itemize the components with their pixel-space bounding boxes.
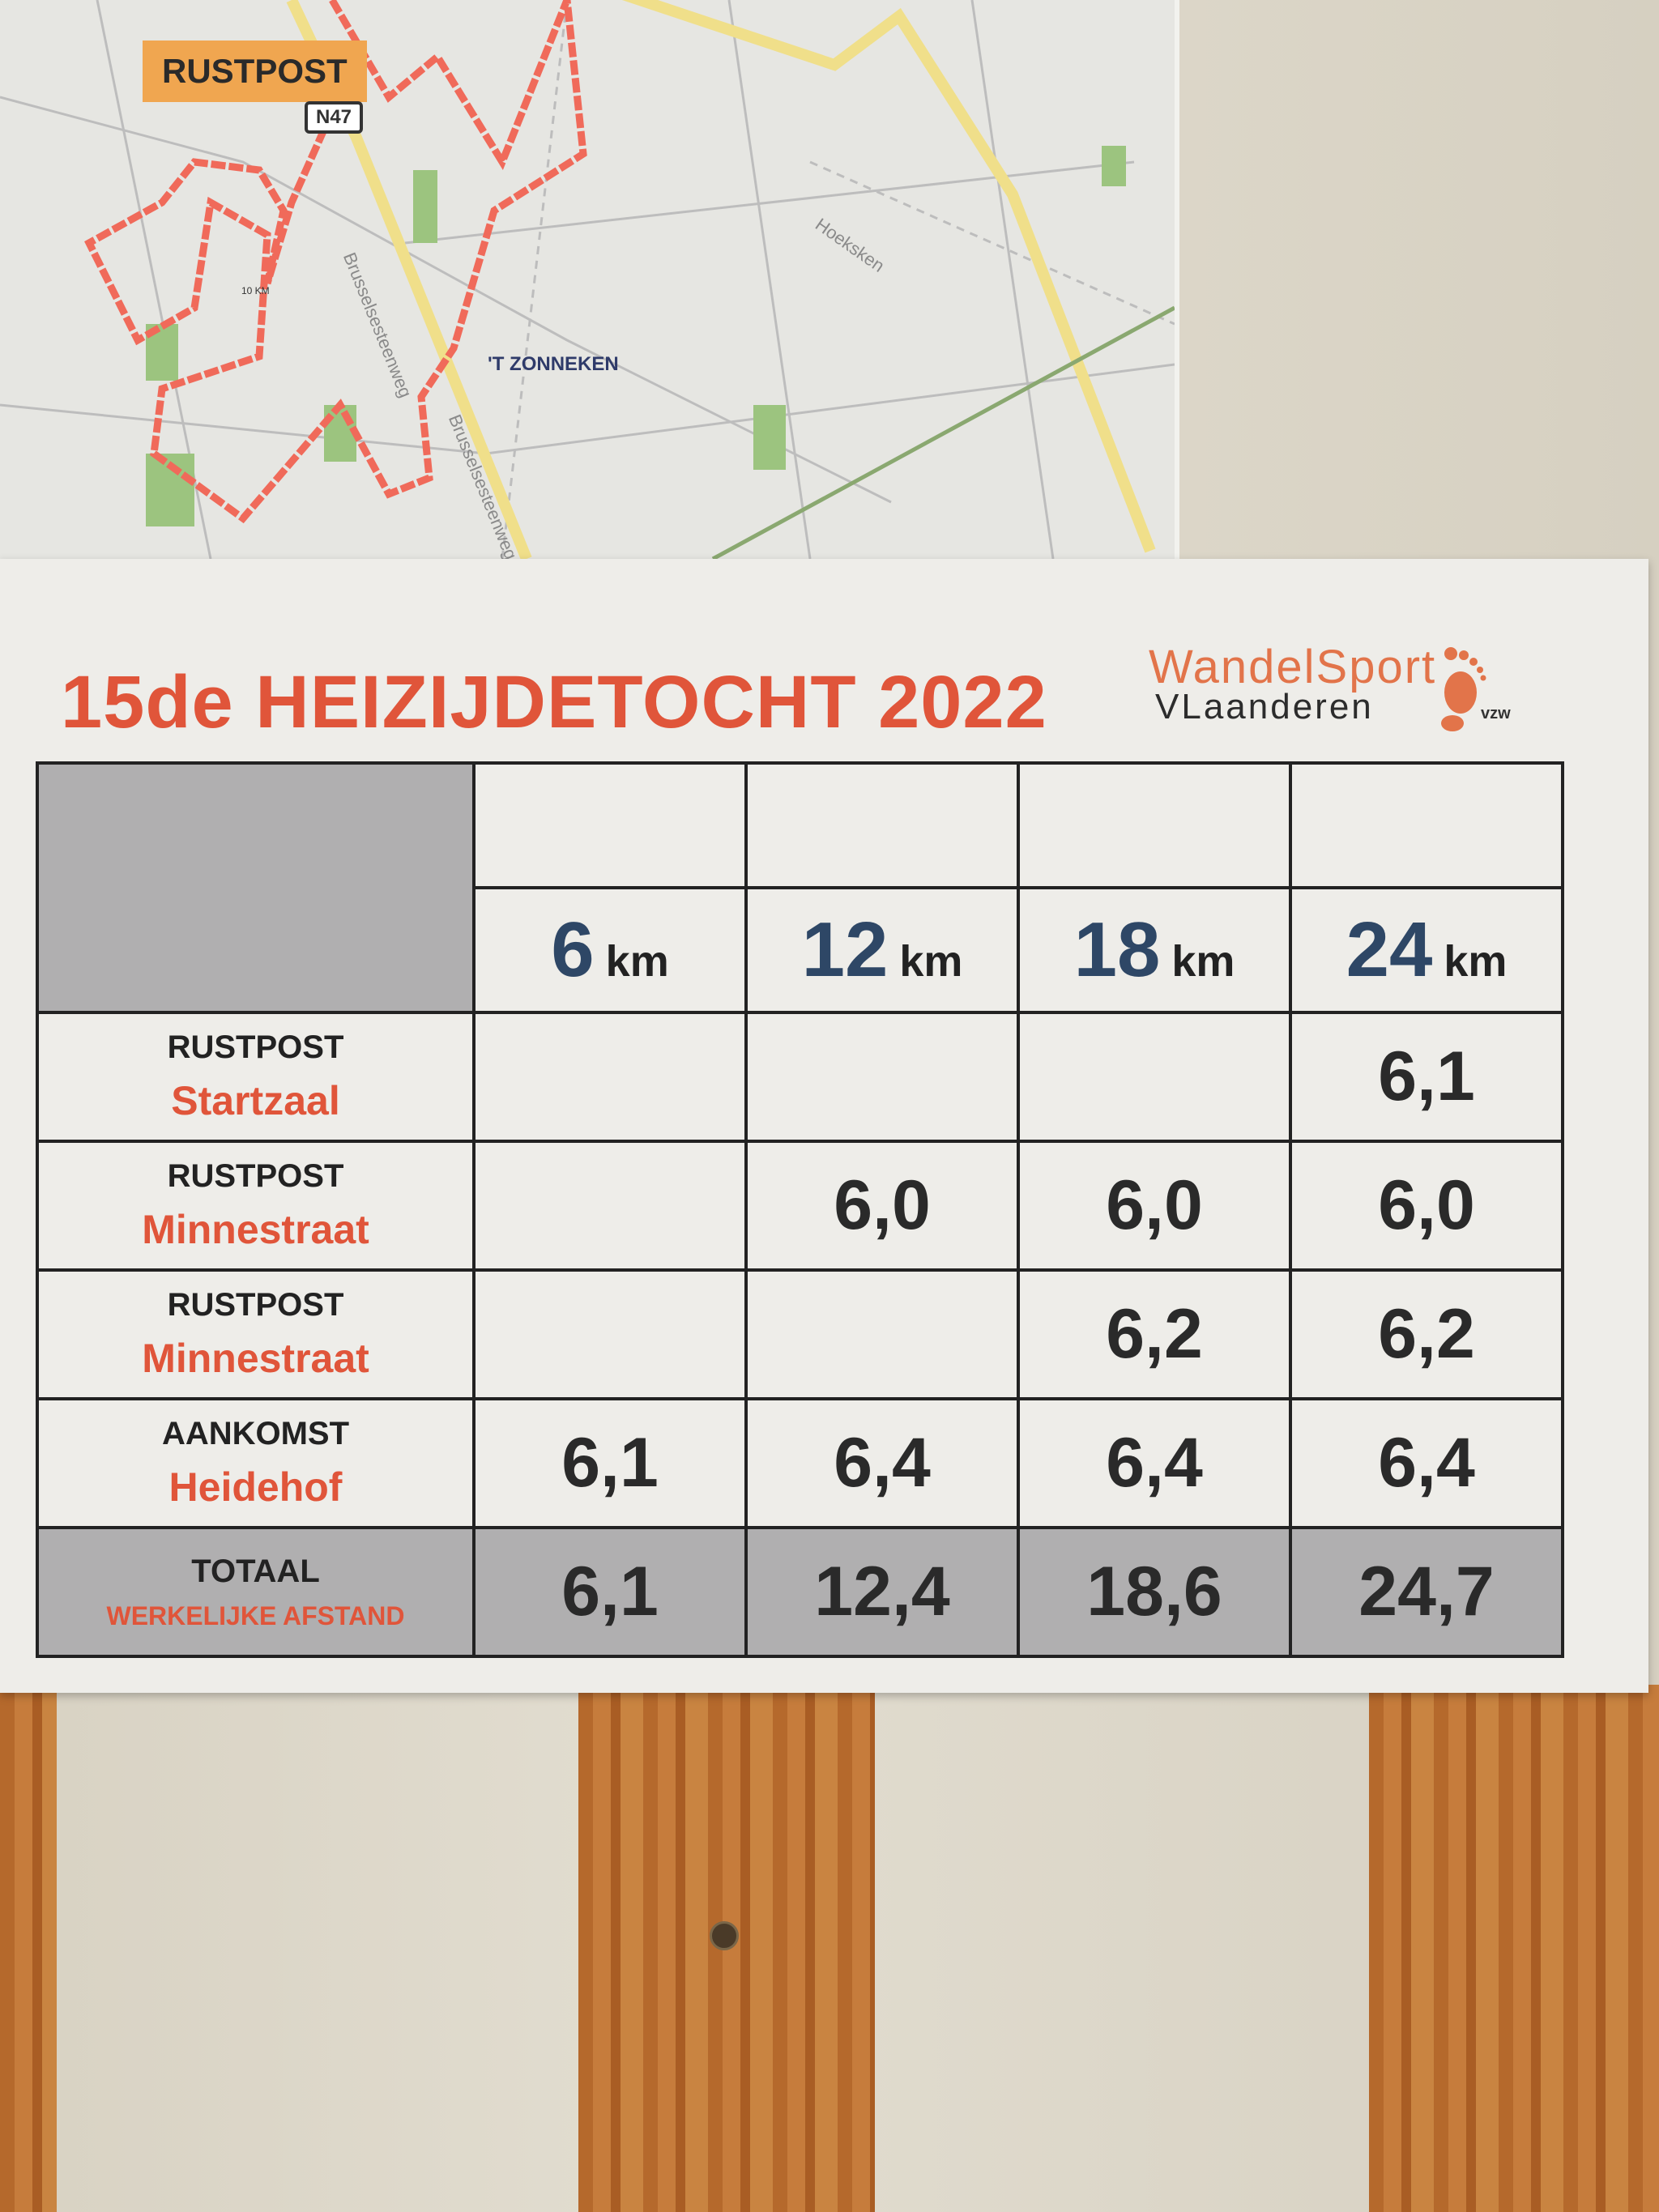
distance-table: 6 km 12 km 18 km 24 km RUSTPOST Startzaal 6,1 RUSTP… [36,761,1564,1658]
sign-title: 15de HEIZIJDETOCHT 2022 [61,661,1047,744]
place-label: 'T ZONNEKEN [488,353,619,375]
distance-cell [472,1268,748,1400]
route-line [84,0,587,524]
row-label-place: Minnestraat [142,1336,369,1381]
distance-cell [472,1011,748,1143]
table-row: AANKOMST Heidehof 6,1 6,4 6,4 6,4 [36,1397,1564,1529]
distance-cell [744,1268,1020,1400]
distance-cell: 6,1 [472,1397,748,1529]
main-road [621,0,1156,553]
row-label-type: AANKOMST [161,1416,350,1451]
distance-cell: 18,6 [1017,1526,1292,1658]
cell-value: 12,4 [814,1553,950,1630]
row-label-type: RUSTPOST [167,1287,344,1323]
distance-value: 24 [1346,906,1433,993]
distance-unit: km [605,937,669,986]
distance-column-header: 18 km [1017,886,1292,1014]
distance-unit: km [1171,937,1235,986]
distance-sign: 15de HEIZIJDETOCHT 2022 WandelSport VLaa… [0,559,1648,1693]
cell-value: 6,1 [1378,1038,1475,1115]
distance-unit: km [899,937,963,986]
footprint-icon [1441,647,1486,731]
corner-cell [36,761,476,1014]
distance-cell: 6,1 [472,1526,748,1658]
distance-cell: 6,1 [1289,1011,1564,1143]
cell-value: 24,7 [1358,1553,1495,1630]
cell-value: 6,1 [561,1553,659,1630]
screw [710,1921,739,1950]
cell-value: 6,4 [1378,1424,1475,1502]
rustpost-map-label: RUSTPOST [143,40,367,102]
cell-value: 6,2 [1106,1295,1203,1373]
row-label: RUSTPOST Startzaal [36,1011,476,1143]
cell-value: 6,1 [561,1424,659,1502]
row-label-type: RUSTPOST [167,1029,344,1065]
cell-value: 18,6 [1086,1553,1222,1630]
blank-header-cell [472,761,748,889]
cell-value: 6,0 [834,1166,931,1244]
header-row: 6 km 12 km 18 km 24 km [37,886,1564,1014]
row-label-type: TOTAAL [191,1553,320,1589]
row-label-place: Startzaal [171,1078,340,1123]
distance-cell: 24,7 [1289,1526,1564,1658]
distance-value: 6 [551,906,595,993]
total-row: TOTAAL WERKELIJKE AFSTAND 6,1 12,4 18,6 24,7 [36,1526,1564,1658]
distance-cell: 6,2 [1017,1268,1292,1400]
row-label: AANKOMST Heidehof [36,1397,476,1529]
blank-header-cell [1017,761,1292,889]
cell-value: 6,4 [834,1424,931,1502]
row-label: RUSTPOST Minnestraat [36,1268,476,1400]
cell-value: 6,0 [1378,1166,1475,1244]
wood-strip [1369,1685,1659,2212]
distance-cell [472,1140,748,1272]
logo-line2: VLaanderen [1155,687,1374,727]
distance-cell [1017,1011,1292,1143]
distance-cell: 6,4 [1017,1397,1292,1529]
distance-cell: 6,2 [1289,1268,1564,1400]
distance-cell: 12,4 [744,1526,1020,1658]
row-label-place: WERKELIJKE AFSTAND [106,1600,405,1630]
distance-cell: 6,0 [1017,1140,1292,1272]
logo-line1: WandelSport [1149,641,1437,693]
distance-unit: km [1444,937,1508,986]
header-row-blank [36,761,1564,1014]
distance-cell: 6,4 [1289,1397,1564,1529]
distance-value: 12 [801,906,889,993]
blank-header-cell [1289,761,1564,889]
row-label-place: Heidehof [168,1464,343,1510]
row-label-type: RUSTPOST [167,1158,344,1194]
distance-cell [744,1011,1020,1143]
distance-column-header: 24 km [1289,886,1564,1014]
blank-header-cell [744,761,1020,889]
cell-value: 6,4 [1106,1424,1203,1502]
railway [711,305,1175,559]
cell-value: 6,2 [1378,1295,1475,1373]
wood-strip [0,1685,57,2212]
row-label-place: Minnestraat [142,1207,369,1252]
distance-cell: 6,0 [1289,1140,1564,1272]
distance-column-header: 6 km [472,886,748,1014]
distance-cell: 6,0 [744,1140,1020,1272]
cell-value: 6,0 [1106,1166,1203,1244]
logo-suffix: vzw [1481,705,1511,722]
distance-value: 18 [1073,906,1161,993]
distance-column-header: 12 km [744,886,1020,1014]
table-row: RUSTPOST Startzaal 6,1 [36,1011,1564,1143]
distance-cell: 6,4 [744,1397,1020,1529]
distance-marker: 10 KM [241,285,270,296]
road-shield: N47 [305,101,364,134]
table-row: RUSTPOST Minnestraat 6,0 6,0 6,0 [36,1140,1564,1272]
row-label: RUSTPOST Minnestraat [36,1140,476,1272]
row-label: TOTAAL WERKELIJKE AFSTAND [36,1526,476,1658]
table-row: RUSTPOST Minnestraat 6,2 6,2 [36,1268,1564,1400]
wandelsport-logo: WandelSport VLaanderen vzw [1149,640,1537,737]
route-map: RUSTPOST N47 'T ZONNEKEN Brusselsesteenw… [0,0,1179,559]
